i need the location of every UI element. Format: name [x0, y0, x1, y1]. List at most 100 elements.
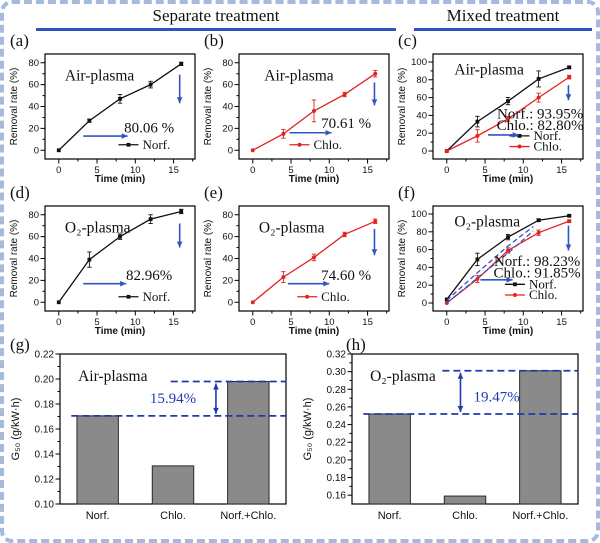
svg-text:10: 10 — [130, 165, 141, 176]
svg-text:40: 40 — [222, 102, 233, 113]
svg-text:Chlo.: Chlo. — [314, 137, 343, 152]
svg-text:0: 0 — [56, 317, 61, 328]
panel-c-letter: (c) — [398, 31, 417, 50]
svg-text:5: 5 — [482, 165, 487, 176]
svg-text:Air-plasma: Air-plasma — [264, 67, 334, 84]
mixed-underline — [414, 28, 592, 31]
svg-text:0: 0 — [56, 165, 61, 176]
svg-text:20: 20 — [28, 275, 39, 286]
svg-text:0.20: 0.20 — [327, 455, 347, 466]
panel-h-chart: 0.16 0.18 0.20 0.22 0.24 0.26 0.28 0.30 0.32 G₅₀ … — [300, 346, 590, 539]
svg-text:Removal rate (%): Removal rate (%) — [397, 220, 408, 298]
svg-text:70.61 %: 70.61 % — [321, 116, 371, 132]
series-chlo- — [250, 218, 378, 305]
svg-text:Norf.: Norf. — [86, 510, 110, 522]
svg-text:O₂-plasma: O₂-plasma — [370, 368, 436, 385]
svg-text:Air-plasma: Air-plasma — [454, 61, 524, 78]
panel-f: (f) 0 5 10 15 0 20 40 60 80 100 Removal rate (%) Ti… — [396, 183, 590, 338]
panel-d-letter: (d) — [10, 183, 30, 202]
svg-text:0.30: 0.30 — [327, 367, 347, 378]
row-air-plasma-lines: (a) 0 5 10 15 0 20 40 60 80 Removal rate (%) Time … — [8, 31, 592, 186]
svg-text:40: 40 — [416, 110, 427, 121]
bar-chlo- — [443, 495, 487, 505]
svg-text:0: 0 — [228, 297, 233, 308]
svg-text:Removal rate (%): Removal rate (%) — [203, 220, 214, 298]
svg-text:0: 0 — [444, 317, 449, 328]
svg-text:Chlo.: 91.85%: Chlo.: 91.85% — [494, 266, 581, 282]
svg-text:Chlo.: Chlo. — [160, 510, 186, 522]
svg-text:0: 0 — [250, 165, 255, 176]
svg-text:0.18: 0.18 — [35, 400, 55, 411]
svg-text:Chlo.: Chlo. — [529, 287, 558, 302]
svg-text:0: 0 — [422, 146, 427, 157]
svg-text:Air-plasma: Air-plasma — [78, 368, 148, 385]
svg-text:Norf.: 98.23%: Norf.: 98.23% — [494, 254, 580, 270]
svg-text:40: 40 — [416, 262, 427, 273]
svg-text:Norf.: Norf. — [378, 510, 402, 522]
panel-g-chart: 0.10 0.12 0.14 0.16 0.18 0.20 0.22 G₅₀ (g/kW·h)… — [8, 346, 298, 539]
svg-text:Time (min): Time (min) — [95, 174, 145, 185]
svg-text:0.26: 0.26 — [327, 402, 347, 413]
svg-text:Time (min): Time (min) — [483, 174, 533, 185]
svg-text:80: 80 — [222, 58, 233, 69]
svg-text:O₂-plasma: O₂-plasma — [259, 219, 325, 236]
panel-h: (h) 0.16 0.18 0.20 0.22 0.24 0.26 0.28 0.30 0.32… — [300, 335, 592, 534]
panel-f-chart: 0 5 10 15 0 20 40 60 80 100 Removal rate (%) Time (… — [396, 194, 590, 343]
svg-text:100: 100 — [411, 57, 427, 68]
svg-text:60: 60 — [28, 232, 39, 243]
line-chart-svg: 0 5 10 15 0 20 40 60 80 Removal rate (%) Time (min… — [9, 53, 196, 185]
svg-text:0.22: 0.22 — [327, 438, 347, 449]
series-chlo-separate-ref — [446, 230, 534, 304]
svg-text:0.10: 0.10 — [35, 500, 55, 511]
separate-treatment-group: Separate treatment — [36, 6, 396, 31]
svg-text:60: 60 — [28, 80, 39, 91]
svg-text:Time (min): Time (min) — [95, 326, 145, 337]
svg-text:Time (min): Time (min) — [289, 174, 339, 185]
svg-text:40: 40 — [28, 254, 39, 265]
panel-c-chart: 0 5 10 15 0 20 40 60 80 100 Removal rate (%) Time (… — [396, 42, 590, 191]
bar-chlo- — [151, 465, 195, 505]
svg-text:0.16: 0.16 — [35, 425, 55, 436]
series-chlo- — [444, 74, 572, 153]
svg-text:40: 40 — [222, 254, 233, 265]
svg-text:0: 0 — [250, 317, 255, 328]
svg-text:60: 60 — [416, 93, 427, 104]
series-chlo- — [250, 69, 378, 153]
svg-text:Norf.+Chlo.: Norf.+Chlo. — [512, 510, 568, 522]
line-chart-svg: 0 5 10 15 0 20 40 60 80 Removal rate (%) Time (min… — [203, 53, 390, 185]
panel-g: (g) 0.10 0.12 0.14 0.16 0.18 0.20 0.22 G₅₀ (g/k… — [8, 335, 300, 534]
svg-text:15.94%: 15.94% — [150, 391, 196, 407]
panel-c: (c) 0 5 10 15 0 20 40 60 80 100 Removal rate (%) Ti… — [396, 31, 590, 186]
mixed-treatment-group: Mixed treatment — [414, 6, 592, 31]
panel-h-letter: (h) — [346, 335, 366, 354]
svg-text:5: 5 — [482, 317, 487, 328]
panel-f-letter: (f) — [398, 183, 415, 202]
svg-text:5: 5 — [94, 165, 99, 176]
svg-text:20: 20 — [416, 128, 427, 139]
bar-norf-chlo- — [227, 381, 270, 505]
svg-text:G₅₀ (g/kW·h): G₅₀ (g/kW·h) — [10, 398, 22, 461]
row-g50-bars: (g) 0.10 0.12 0.14 0.16 0.18 0.20 0.22 G₅₀ (g/k… — [8, 335, 592, 534]
svg-text:100: 100 — [411, 209, 427, 220]
panel-d: (d) 0 5 10 15 0 20 40 60 80 Removal rate (%) Time … — [8, 183, 202, 338]
svg-text:Norf.: Norf. — [142, 289, 170, 304]
svg-text:Chlo.: Chlo. — [534, 139, 563, 154]
svg-text:80.06 %: 80.06 % — [124, 120, 174, 136]
row-o2-plasma-lines: (d) 0 5 10 15 0 20 40 60 80 Removal rate (%) Time … — [8, 183, 592, 338]
svg-text:Chlo.: 82.80%: Chlo.: 82.80% — [497, 118, 584, 134]
svg-text:74.60 %: 74.60 % — [321, 268, 371, 284]
panel-e: (e) 0 5 10 15 0 20 40 60 80 Removal rate (%) Time … — [202, 183, 396, 338]
svg-text:Removal rate (%): Removal rate (%) — [9, 220, 20, 298]
svg-text:10: 10 — [130, 317, 141, 328]
svg-text:0.12: 0.12 — [35, 475, 55, 486]
svg-text:0.32: 0.32 — [327, 350, 347, 361]
svg-text:15: 15 — [362, 165, 373, 176]
panel-b-chart: 0 5 10 15 0 20 40 60 80 Removal rate (%) Time (min… — [202, 42, 396, 191]
svg-text:Chlo.: Chlo. — [452, 510, 478, 522]
bar-norf- — [76, 415, 119, 505]
svg-text:10: 10 — [324, 165, 335, 176]
svg-text:0.16: 0.16 — [327, 491, 347, 502]
bar-chart-svg: 0.16 0.18 0.20 0.22 0.24 0.26 0.28 0.30 0.32 G₅₀ … — [302, 350, 579, 522]
